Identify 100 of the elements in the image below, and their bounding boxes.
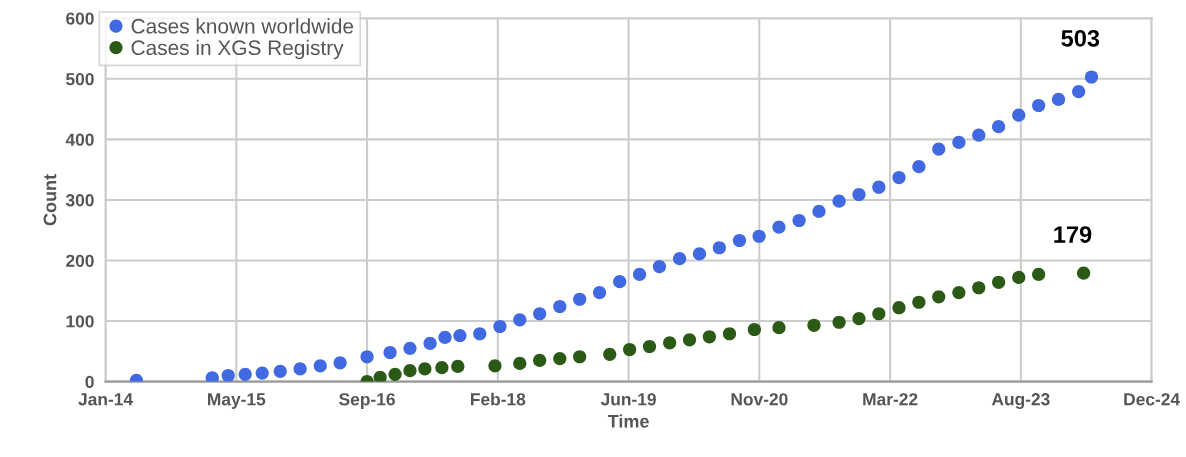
point (992, 120, 1006, 134)
point (672, 252, 687, 266)
point (273, 364, 287, 378)
point (1051, 92, 1066, 107)
point (435, 361, 449, 375)
point (603, 347, 617, 361)
point (852, 187, 866, 202)
point (533, 307, 547, 321)
point (488, 359, 502, 373)
point (912, 160, 926, 174)
point (952, 285, 966, 300)
point (438, 330, 452, 344)
point (360, 350, 374, 364)
point (513, 313, 527, 327)
point (1032, 98, 1046, 113)
legend-label: Cases known worldwide (131, 18, 354, 34)
point (373, 370, 387, 382)
y-tick-label: 200 (66, 254, 94, 267)
point (423, 336, 437, 351)
point (852, 312, 866, 326)
point (451, 359, 465, 374)
point (747, 322, 761, 337)
point (418, 362, 432, 376)
point (932, 290, 946, 304)
point (663, 336, 677, 350)
x-tick-label: Feb-18 (471, 392, 526, 406)
point (832, 194, 846, 208)
point (752, 229, 766, 243)
point (732, 233, 747, 248)
point (205, 371, 219, 382)
point (632, 267, 647, 282)
point (403, 364, 417, 378)
x-tick-label: Mar-22 (863, 393, 918, 406)
point (1072, 84, 1086, 99)
y-tick-label: 0 (85, 375, 94, 389)
point (293, 362, 307, 376)
y-tick-label: 400 (65, 133, 94, 146)
point (972, 281, 986, 295)
point (892, 301, 906, 315)
point (712, 241, 726, 255)
point (403, 341, 417, 355)
point (932, 142, 946, 156)
point (812, 204, 826, 219)
point (972, 128, 986, 142)
point (313, 359, 327, 373)
x-tick-label: Jan-14 (78, 393, 133, 406)
point (872, 307, 886, 321)
point (592, 285, 607, 300)
point (1012, 108, 1026, 122)
point (692, 247, 707, 261)
point (872, 180, 886, 194)
point (642, 339, 657, 354)
annotation: 503 (1061, 29, 1100, 47)
point (453, 328, 467, 343)
point (573, 350, 587, 364)
x-axis-title: Time (607, 414, 649, 428)
y-tick-label: 600 (66, 12, 94, 25)
x-tick-label: Aug-23 (991, 393, 1050, 409)
point (255, 366, 269, 380)
point (493, 319, 507, 334)
point (513, 356, 527, 371)
y-tick-label: 100 (66, 315, 94, 328)
point (952, 135, 966, 150)
point (221, 368, 235, 382)
point (553, 351, 567, 366)
x-tick-label: Sep-16 (339, 393, 395, 409)
point (772, 321, 786, 335)
point (1012, 270, 1026, 285)
point (832, 315, 846, 329)
point (652, 259, 667, 274)
point (807, 318, 821, 332)
point (682, 333, 697, 347)
point (333, 356, 347, 370)
point (772, 220, 786, 234)
point (613, 275, 627, 289)
point (892, 170, 906, 185)
y-tick-label: 300 (65, 194, 94, 207)
point (792, 213, 806, 228)
annotation: 179 (1054, 226, 1092, 243)
y-axis-title: Count (43, 174, 57, 226)
point (473, 327, 487, 341)
point (912, 295, 926, 309)
point (623, 342, 637, 357)
point (533, 353, 547, 367)
point (1077, 266, 1091, 280)
y-tick-label: 500 (66, 73, 94, 86)
x-tick-label: Jun-19 (600, 393, 656, 406)
point (702, 330, 716, 344)
point (1032, 267, 1046, 282)
point (383, 345, 397, 360)
x-tick-label: Nov-20 (731, 393, 788, 406)
x-tick-label: Dec-24 (1124, 393, 1180, 406)
x-tick-label: May-15 (208, 393, 266, 409)
point (573, 292, 587, 306)
point (553, 299, 567, 314)
point (722, 327, 737, 341)
point (1084, 70, 1099, 84)
legend-label: Cases in XGS Registry (131, 39, 344, 60)
point (238, 367, 252, 381)
point (992, 275, 1006, 289)
